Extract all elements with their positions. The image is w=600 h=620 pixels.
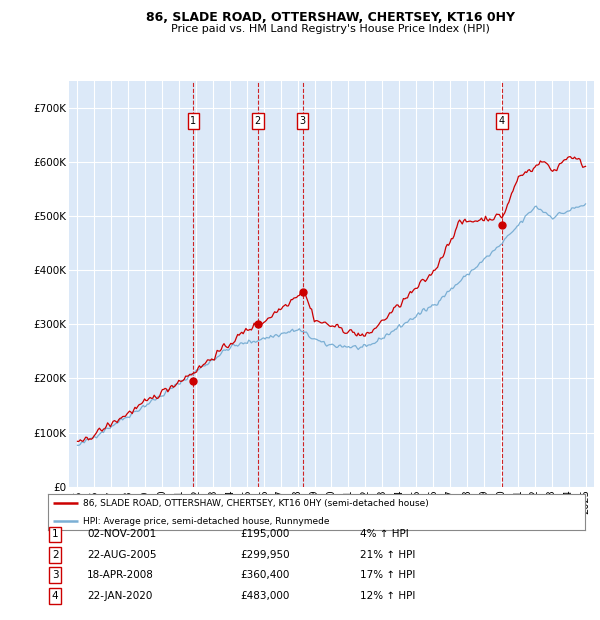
Text: 4% ↑ HPI: 4% ↑ HPI <box>360 529 409 539</box>
Text: 2: 2 <box>254 116 261 126</box>
Text: 1: 1 <box>52 529 59 539</box>
Text: 1: 1 <box>190 116 196 126</box>
Text: £195,000: £195,000 <box>240 529 289 539</box>
Text: £299,950: £299,950 <box>240 550 290 560</box>
Text: 4: 4 <box>499 116 505 126</box>
Text: Price paid vs. HM Land Registry's House Price Index (HPI): Price paid vs. HM Land Registry's House … <box>170 24 490 33</box>
Text: 22-JAN-2020: 22-JAN-2020 <box>87 591 152 601</box>
Point <box>253 319 262 329</box>
Text: 3: 3 <box>52 570 59 580</box>
Text: 86, SLADE ROAD, OTTERSHAW, CHERTSEY, KT16 0HY: 86, SLADE ROAD, OTTERSHAW, CHERTSEY, KT1… <box>146 11 515 24</box>
Point <box>188 376 198 386</box>
Text: £483,000: £483,000 <box>240 591 289 601</box>
Text: 86, SLADE ROAD, OTTERSHAW, CHERTSEY, KT16 0HY (semi-detached house): 86, SLADE ROAD, OTTERSHAW, CHERTSEY, KT1… <box>83 498 428 508</box>
Text: 22-AUG-2005: 22-AUG-2005 <box>87 550 157 560</box>
Text: 02-NOV-2001: 02-NOV-2001 <box>87 529 156 539</box>
Text: 2: 2 <box>52 550 59 560</box>
Text: 3: 3 <box>299 116 306 126</box>
Point <box>497 220 506 230</box>
Point <box>298 286 308 296</box>
Text: 17% ↑ HPI: 17% ↑ HPI <box>360 570 415 580</box>
Text: 4: 4 <box>52 591 59 601</box>
Text: 21% ↑ HPI: 21% ↑ HPI <box>360 550 415 560</box>
Text: £360,400: £360,400 <box>240 570 289 580</box>
Text: 18-APR-2008: 18-APR-2008 <box>87 570 154 580</box>
Text: 12% ↑ HPI: 12% ↑ HPI <box>360 591 415 601</box>
Text: HPI: Average price, semi-detached house, Runnymede: HPI: Average price, semi-detached house,… <box>83 516 329 526</box>
